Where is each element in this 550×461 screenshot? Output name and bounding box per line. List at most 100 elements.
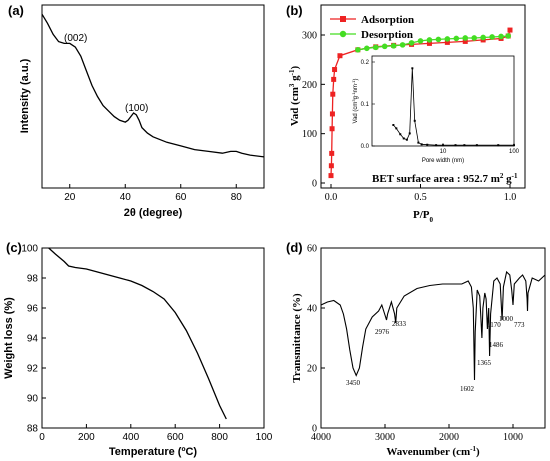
panel-b-x-title: P/P0 bbox=[413, 209, 434, 224]
desorption-point bbox=[489, 34, 495, 40]
x-tick-label: 400 bbox=[122, 432, 139, 443]
panel-a-y-title: Intensity (a.u.) bbox=[19, 58, 31, 133]
x-tick-label: 80 bbox=[231, 192, 243, 203]
panel-c: (c) Weight loss (%) Temperature (ºC) 0 20… bbox=[3, 240, 273, 458]
inset-x-tick-label: 100 bbox=[509, 149, 520, 155]
y-tick-label: 20 bbox=[307, 364, 317, 375]
inset-y-title: Vad (cm3g-1nm-1) bbox=[351, 79, 360, 124]
desorption-point bbox=[498, 33, 504, 40]
adsorption-point bbox=[462, 38, 468, 44]
adsorption-point bbox=[426, 40, 432, 46]
pore-point bbox=[426, 143, 429, 146]
desorption-point bbox=[471, 35, 478, 41]
peak-002-label: (002) bbox=[64, 33, 87, 44]
x-tick-label: 800 bbox=[211, 432, 228, 443]
pore-point bbox=[420, 143, 423, 146]
desorption-point bbox=[417, 38, 424, 44]
panel-c-frame bbox=[41, 247, 265, 429]
adsorption-point bbox=[329, 111, 335, 117]
y-tick-label: 0 bbox=[312, 179, 317, 190]
panel-a-label: (a) bbox=[8, 3, 24, 18]
panel-a-x-ticks: 20 40 60 80 bbox=[64, 184, 242, 203]
y-tick-label: 90 bbox=[27, 394, 39, 405]
x-tick-label: 600 bbox=[167, 432, 184, 443]
adsorption-point bbox=[329, 126, 335, 132]
y-tick-label: 100 bbox=[21, 244, 38, 255]
pore-point bbox=[435, 144, 438, 147]
desorption-point bbox=[444, 36, 451, 42]
y-tick-label: 60 bbox=[307, 244, 317, 255]
panel-c-label: (c) bbox=[6, 240, 22, 255]
x-tick-label: 0.0 bbox=[325, 192, 338, 203]
x-tick-label: 0.5 bbox=[414, 192, 427, 203]
y-tick-label: 88 bbox=[27, 424, 39, 435]
pore-point bbox=[475, 144, 478, 147]
panel-c-x-title: Temperature (ºC) bbox=[109, 446, 197, 458]
panel-d-frame bbox=[320, 247, 546, 429]
peak-3450-label: 3450 bbox=[346, 379, 361, 387]
pore-point bbox=[417, 141, 420, 144]
legend-desorption-label: Desorption bbox=[361, 29, 413, 41]
pore-point bbox=[402, 137, 405, 140]
y-tick-label: 94 bbox=[27, 334, 39, 345]
pore-point bbox=[413, 119, 416, 122]
desorption-point bbox=[453, 35, 460, 42]
x-tick-label: 1000 bbox=[503, 432, 523, 443]
pore-point bbox=[497, 144, 500, 147]
panel-d-label: (d) bbox=[286, 240, 303, 255]
x-tick-label: 100 bbox=[256, 432, 273, 443]
x-tick-label: 200 bbox=[78, 432, 95, 443]
x-tick-label: 20 bbox=[64, 192, 76, 203]
adsorption-point bbox=[337, 53, 343, 59]
desorption-point bbox=[480, 34, 486, 41]
pore-point bbox=[405, 138, 408, 141]
desorption-point bbox=[381, 43, 388, 50]
panel-d-ticks: 4000 3000 2000 1000 0 20 40 60 bbox=[307, 244, 523, 444]
x-tick-label: 4000 bbox=[311, 432, 331, 443]
peak-1602-label: 1602 bbox=[460, 385, 475, 393]
pore-point bbox=[411, 67, 414, 70]
pore-point bbox=[392, 124, 395, 126]
pore-distribution-markers bbox=[392, 67, 515, 147]
adsorption-point bbox=[444, 39, 450, 45]
peak-1365-label: 1365 bbox=[477, 359, 492, 367]
inset-x-title: Pore width (nm) bbox=[422, 158, 464, 164]
pore-point bbox=[395, 127, 398, 130]
y-tick-label: 40 bbox=[307, 304, 317, 315]
y-tick-label: 92 bbox=[27, 364, 39, 375]
x-tick-label: 40 bbox=[120, 192, 132, 203]
desorption-point bbox=[426, 37, 433, 43]
pore-point bbox=[442, 144, 444, 147]
x-tick-label: 1.0 bbox=[504, 192, 517, 203]
adsorption-point bbox=[331, 76, 337, 82]
panel-c-y-title: Weight loss (%) bbox=[3, 297, 15, 379]
peak-1000-label: 1000 bbox=[499, 315, 514, 323]
x-tick-label: 0 bbox=[39, 432, 45, 443]
panel-a: (a) Intensity (a.u.) 2θ (degree) (002) (… bbox=[8, 3, 265, 219]
tga-curve bbox=[48, 247, 227, 420]
peak-2976-label: 2976 bbox=[375, 328, 390, 336]
desorption-point bbox=[462, 35, 469, 41]
peak-1170-label: 1170 bbox=[487, 321, 501, 329]
desorption-point bbox=[364, 45, 370, 52]
panel-b: (b) Vad (cm3 g-1) P/P0 0.0 0.5 1.0 0 100 200 3… bbox=[286, 3, 526, 224]
y-tick-label: 300 bbox=[302, 31, 317, 42]
panel-a-frame bbox=[41, 4, 265, 189]
panel-d-x-title: Wavenumber (cm-1) bbox=[386, 445, 480, 458]
adsorption-point bbox=[328, 173, 334, 179]
legend-desorption-marker bbox=[339, 30, 347, 38]
desorption-point bbox=[399, 42, 406, 48]
ftir-curve bbox=[320, 270, 546, 381]
peak-2833-label: 2833 bbox=[392, 320, 407, 328]
panel-a-x-title: 2θ (degree) bbox=[124, 207, 183, 219]
pore-inset: Vad (cm3g-1nm-1) Pore width (nm) 10 100 0.… bbox=[351, 55, 520, 164]
inset-y-tick-label: 0.2 bbox=[361, 60, 370, 66]
inset-x-tick-label: 10 bbox=[440, 149, 447, 155]
adsorption-point bbox=[328, 163, 334, 169]
adsorption-point bbox=[329, 150, 335, 156]
y-tick-label: 200 bbox=[302, 80, 317, 91]
x-tick-label: 3000 bbox=[375, 432, 395, 443]
inset-frame bbox=[371, 55, 515, 147]
adsorption-point bbox=[507, 27, 513, 33]
pore-point bbox=[454, 144, 457, 147]
